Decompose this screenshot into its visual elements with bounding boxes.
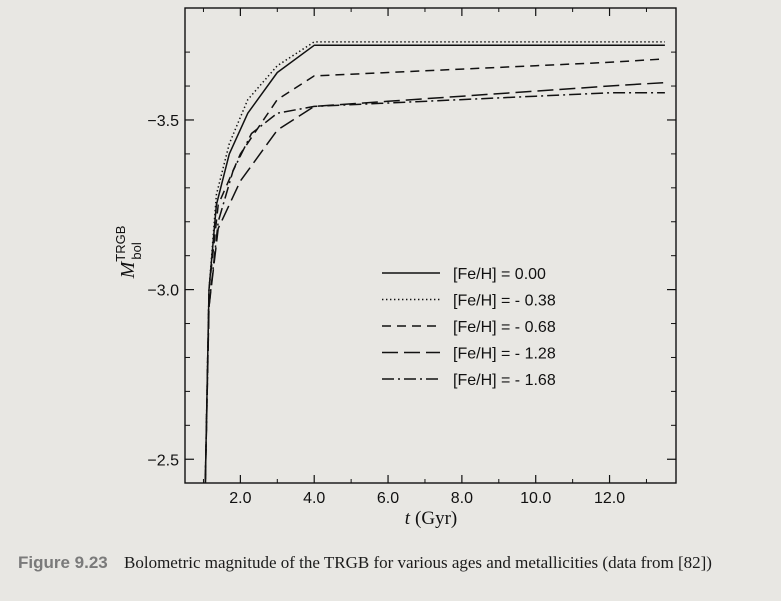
y-tick-label: −3.0 <box>147 283 179 300</box>
x-tick-label: 4.0 <box>303 490 325 507</box>
figure-caption: Figure 9.23 Bolometric magnitude of the … <box>18 553 778 573</box>
legend-label-fe-h-0-68: [Fe/H] = - 0.68 <box>453 319 556 336</box>
series-line-fe-h-1-28 <box>204 81 665 484</box>
figure-caption-text: Bolometric magnitude of the TRGB for var… <box>124 553 712 572</box>
y-tick-label: −3.5 <box>147 113 179 130</box>
x-tick-label: 10.0 <box>520 490 551 507</box>
x-axis-label-unit: (Gyr) <box>415 508 457 529</box>
series-line-fe-h-0-00 <box>204 44 665 484</box>
series-line-fe-h-0-38 <box>204 41 665 484</box>
legend-label-fe-h-1-68: [Fe/H] = - 1.68 <box>453 372 556 389</box>
figure-number: Figure 9.23 <box>18 553 108 572</box>
svg-text:MTRGBbol: MTRGBbol <box>113 226 144 280</box>
legend-label-fe-h-1-28: [Fe/H] = - 1.28 <box>453 346 556 363</box>
y-axis-label-sup: TRGB <box>113 226 128 262</box>
x-axis-label: t (Gyr) <box>405 508 457 529</box>
x-tick-label: 8.0 <box>451 490 473 507</box>
legend-label-fe-h-0-38: [Fe/H] = - 0.38 <box>453 293 556 310</box>
y-axis-label: MTRGBbol <box>113 226 144 280</box>
plot-frame <box>184 7 677 484</box>
legend-label-fe-h-0-00: [Fe/H] = 0.00 <box>453 266 546 283</box>
x-tick-label: 12.0 <box>594 490 625 507</box>
x-tick-label: 2.0 <box>229 490 251 507</box>
x-tick-label: 6.0 <box>377 490 399 507</box>
series-line-fe-h-1-68 <box>204 92 665 484</box>
y-tick-label: −2.5 <box>147 452 179 469</box>
series-line-fe-h-0-68 <box>204 58 665 484</box>
x-axis-label-symbol: t <box>405 508 411 529</box>
y-axis-label-sub: bol <box>129 242 144 259</box>
y-axis-label-symbol: M <box>117 260 139 279</box>
trgb-chart: MTRGBbol t (Gyr) 2.0 4.0 6.0 8.0 10.0 12.0 −3.5… <box>113 7 677 529</box>
